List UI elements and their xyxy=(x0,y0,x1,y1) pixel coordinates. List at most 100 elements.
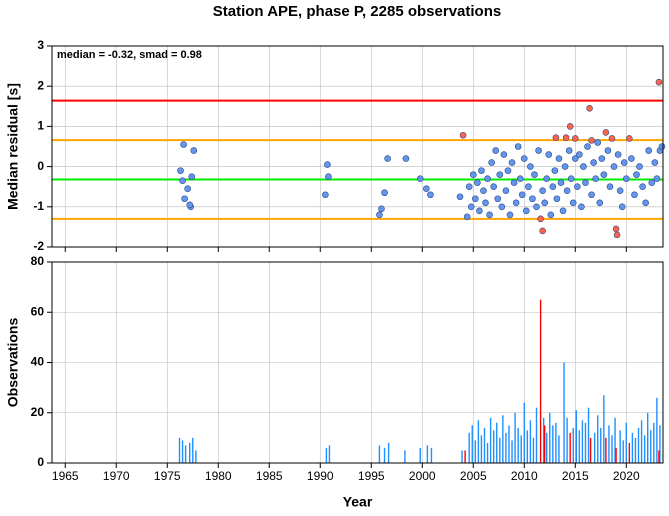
bar xyxy=(549,412,551,463)
x-tick-label: 2000 xyxy=(409,469,436,483)
point xyxy=(531,171,538,178)
y-tick-label: 2 xyxy=(37,78,44,92)
bar xyxy=(569,432,571,463)
point xyxy=(588,137,595,144)
point xyxy=(529,195,536,203)
bar xyxy=(505,432,507,463)
point xyxy=(592,175,599,182)
bar xyxy=(426,445,429,463)
point xyxy=(376,211,383,219)
point xyxy=(616,187,624,195)
point xyxy=(184,185,191,193)
point xyxy=(514,143,522,150)
point xyxy=(562,134,570,141)
bar xyxy=(461,450,463,463)
point xyxy=(516,175,524,182)
bar xyxy=(419,447,421,463)
point xyxy=(622,175,630,182)
point xyxy=(594,139,602,146)
y-axis-label: Observations xyxy=(5,318,21,408)
point xyxy=(582,179,589,186)
x-tick-label: 1970 xyxy=(103,469,130,483)
point xyxy=(598,155,606,162)
x-tick-label: 1980 xyxy=(205,469,232,483)
bar xyxy=(584,422,587,463)
plot-area xyxy=(52,46,663,247)
bar xyxy=(378,445,381,463)
bar xyxy=(184,445,187,463)
point xyxy=(551,167,559,174)
bar xyxy=(643,435,646,463)
point xyxy=(590,159,597,166)
bar xyxy=(328,445,331,463)
point xyxy=(469,171,477,178)
point xyxy=(378,205,385,213)
point xyxy=(181,195,188,203)
y-tick-label: -1 xyxy=(33,199,44,213)
bar xyxy=(511,440,513,463)
bar xyxy=(581,420,584,463)
point xyxy=(381,189,388,197)
bar xyxy=(622,440,624,463)
x-tick-label: 2010 xyxy=(511,469,538,483)
point xyxy=(325,173,332,180)
point xyxy=(612,225,620,233)
point xyxy=(498,203,506,211)
point xyxy=(655,78,663,86)
point xyxy=(186,201,194,209)
y-tick-label: -2 xyxy=(33,239,44,253)
point xyxy=(620,159,628,166)
bar xyxy=(646,412,649,463)
y-tick-label: 0 xyxy=(37,159,44,173)
point xyxy=(478,167,485,174)
point xyxy=(510,179,518,186)
point xyxy=(658,143,666,150)
point xyxy=(574,183,581,190)
point xyxy=(188,173,196,180)
point xyxy=(576,151,583,158)
bar xyxy=(430,447,433,463)
point xyxy=(547,211,555,219)
point xyxy=(484,175,491,182)
bar xyxy=(600,427,602,463)
point xyxy=(651,159,659,166)
bar xyxy=(593,432,596,463)
bar xyxy=(529,420,532,463)
y-axis-label: Median residual [s] xyxy=(5,83,21,210)
point xyxy=(608,135,616,142)
bar xyxy=(608,425,610,463)
bar xyxy=(625,422,627,463)
point xyxy=(567,175,575,182)
bar xyxy=(464,450,466,463)
point xyxy=(578,203,585,211)
bar xyxy=(181,440,184,463)
x-tick-label: 2005 xyxy=(460,469,487,483)
point xyxy=(502,187,510,195)
plot-frame xyxy=(51,261,664,464)
point xyxy=(618,203,626,211)
bar xyxy=(543,425,546,463)
x-tick-label: 1995 xyxy=(358,469,385,483)
point xyxy=(494,195,502,203)
bar xyxy=(572,427,574,463)
point xyxy=(427,191,434,199)
point xyxy=(543,175,551,182)
bar xyxy=(552,425,554,463)
point xyxy=(506,211,514,219)
bar xyxy=(587,407,590,463)
bar xyxy=(566,417,568,463)
bar xyxy=(532,437,535,463)
point xyxy=(486,211,493,219)
bar xyxy=(502,415,504,463)
point xyxy=(606,183,614,190)
point xyxy=(561,163,569,170)
bar xyxy=(578,430,581,463)
bar xyxy=(575,410,577,463)
bar xyxy=(383,447,386,463)
bar xyxy=(535,407,538,463)
point xyxy=(602,129,610,136)
chart-title: Station APE, phase P, 2285 observations xyxy=(213,3,501,20)
point xyxy=(474,179,481,186)
bar xyxy=(615,447,617,463)
